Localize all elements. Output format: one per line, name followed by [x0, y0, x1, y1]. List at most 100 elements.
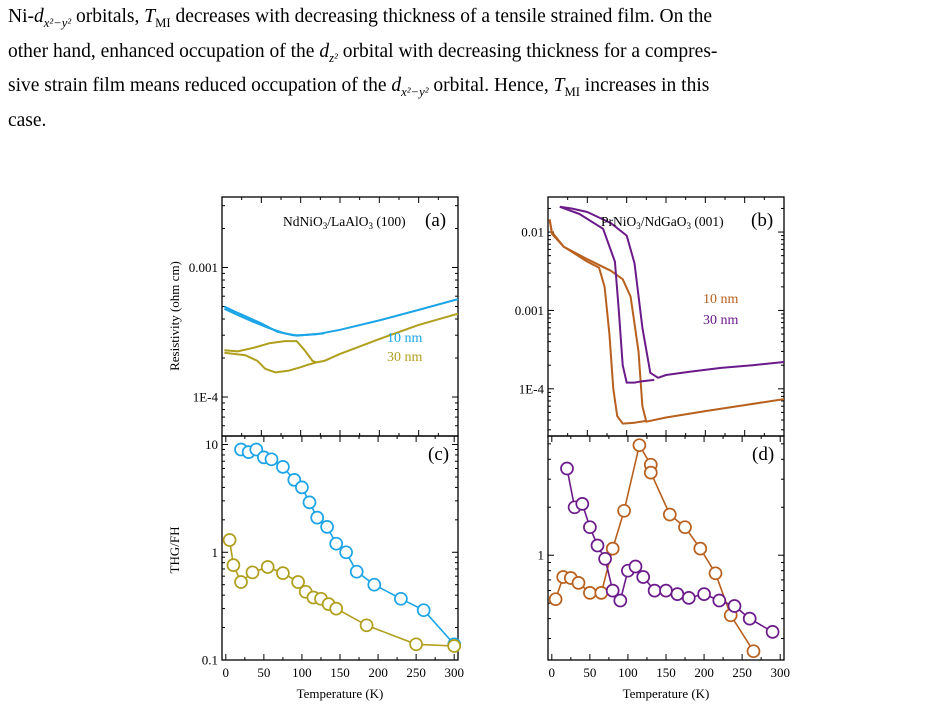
panel-b-ytick-label: 1E-4 [519, 381, 545, 396]
panel-c-10nm-point [295, 480, 309, 495]
panel-c-30nm-point [222, 533, 237, 547]
panel-c-10nm-point [310, 510, 325, 525]
panel-d-10nm-point [571, 576, 586, 590]
panel-c-xtick-label: 150 [330, 665, 350, 680]
panel-d-30nm-point [765, 625, 780, 639]
panel-d-30nm-point [727, 599, 742, 613]
panel-d-30nm-point [583, 520, 597, 535]
panel-c-30nm-point [359, 618, 374, 633]
panel-d-30nm-point [636, 570, 651, 584]
panel-d-30nm-point [613, 593, 628, 608]
panel-d-xtick-label: 300 [770, 665, 790, 680]
panel-d-30nm-point [590, 538, 605, 553]
paragraph-line-4: case. [8, 109, 47, 131]
panel-d-30nm-point [681, 591, 696, 605]
panel-c-ytick-label: 10 [205, 437, 218, 452]
panel-d-30nm-point [670, 587, 685, 601]
panel-c-10nm-point [339, 545, 353, 560]
panel-d-30nm-point [697, 587, 711, 601]
panel-b-tag: (b) [751, 210, 773, 231]
paragraph-line-2: other hand, enhanced occupation of the d… [8, 40, 718, 65]
x-axis-label-left: Temperature (K) [297, 686, 384, 701]
panel-d-10nm-point [746, 644, 761, 659]
legend-a-30nm: 30 nm [387, 350, 423, 365]
panel-d-10nm-point [708, 566, 723, 581]
panel-d-30nm-point [575, 497, 590, 511]
axis-ticks [221, 197, 785, 661]
panel-c-10nm-point [320, 520, 334, 534]
panel-c-10nm-point [416, 603, 431, 618]
panel-c-xtick-label: 250 [406, 665, 426, 680]
panel-d-xtick-label: 150 [656, 665, 676, 680]
panel-d-xtick-label: 200 [694, 665, 714, 680]
paragraph-line-3: sive strain film means reduced occupatio… [8, 75, 710, 99]
panel-c-10nm-point [302, 495, 317, 510]
panel-b-30nm-warming-curve [559, 205, 655, 384]
panel-c-xtick-label: 0 [223, 665, 230, 680]
panel-d-10nm-point [693, 541, 708, 556]
data-markers [222, 438, 780, 659]
panel-a-title: NdNiO3/LaAlO3 (100) [283, 214, 406, 231]
panel-d-30nm-point [712, 593, 727, 608]
x-axis-label-right: Temperature (K) [623, 686, 710, 701]
panel-d-xtick-label: 100 [618, 665, 638, 680]
panel-d-10nm-point [632, 438, 647, 453]
panel-b-frame [547, 196, 785, 437]
panel-c-10nm-point [264, 452, 279, 467]
panel-c-30nm-point [329, 601, 344, 616]
panel-b-10nm-warming-curve [548, 219, 647, 425]
panel-d-30nm-point [647, 583, 662, 598]
panel-c-10nm-point [329, 536, 344, 551]
panel-a-10nm-cooling-curve [223, 298, 459, 337]
y-axis-label-resistivity: Resistivity (ohm cm) [167, 261, 182, 371]
panel-a-ytick-label: 0.001 [189, 260, 218, 275]
panel-c-30nm-point [291, 575, 305, 589]
panel-a-30nm-warming-curve [224, 351, 317, 374]
panel-c-ytick-label: 1 [212, 545, 219, 560]
panel-b-ytick-label: 0.001 [515, 303, 544, 318]
panel-c-xtick-label: 200 [368, 665, 388, 680]
panel-b-30nm-cooling-curve [559, 205, 785, 379]
panel-c-ytick-label: 0.1 [202, 653, 218, 668]
panel-a-10nm-warming-curve [223, 307, 325, 337]
panel-d-10nm-point [643, 465, 658, 480]
panel-c-10nm-point [349, 564, 364, 579]
panel-c-30nm-point [226, 558, 241, 572]
body-paragraph: Ni-dx²−y² orbitals, TMI decreases with d… [8, 0, 938, 138]
panel-c-10nm-point [367, 577, 382, 592]
panel-c-30nm-point [409, 637, 423, 652]
panel-d-10nm-point [548, 592, 563, 607]
y-axis-label-thg: THG/FH [167, 527, 182, 574]
panel-b-ytick-label: 0.01 [521, 225, 544, 240]
panel-c-tag: (c) [428, 444, 449, 465]
panel-d-10nm-point [662, 507, 677, 522]
panel-d-tag: (d) [752, 444, 774, 465]
panel-d-10nm-point [617, 503, 631, 518]
panel-b-10nm-cooling-curve [548, 219, 785, 423]
paragraph-line-1: Ni-dx²−y² orbitals, TMI decreases with d… [8, 6, 713, 30]
panel-c-30nm-point [260, 560, 275, 574]
panel-c-30nm-point [245, 565, 260, 580]
panel-c-10nm-point [276, 460, 290, 474]
legend-a-10nm: 10 nm [387, 331, 423, 346]
panel-d-xtick-label: 0 [549, 665, 556, 680]
panel-a-frame [221, 196, 459, 437]
panel-d-30nm-point [560, 461, 574, 476]
panel-c-xtick-label: 300 [444, 665, 464, 680]
panel-d-ytick-label: 1 [538, 548, 545, 563]
panel-d-10nm-point [605, 541, 620, 556]
panel-c-30nm-point [447, 639, 462, 653]
panel-d-30nm-point [628, 559, 643, 574]
panel-c-xtick-label: 50 [257, 665, 270, 680]
data-curves [223, 205, 785, 652]
panel-d-10nm-point [594, 586, 609, 600]
panel-d-30nm-point [598, 551, 612, 566]
panel-c-10nm-point [394, 591, 408, 606]
panel-d-xtick-label: 250 [732, 665, 752, 680]
panel-d-10nm-point [583, 586, 597, 600]
panel-d-10nm-point [678, 520, 692, 535]
panel-b-title: PrNiO3/NdGaO3 (001) [601, 214, 724, 231]
legend-b-30nm: 30 nm [703, 313, 739, 328]
